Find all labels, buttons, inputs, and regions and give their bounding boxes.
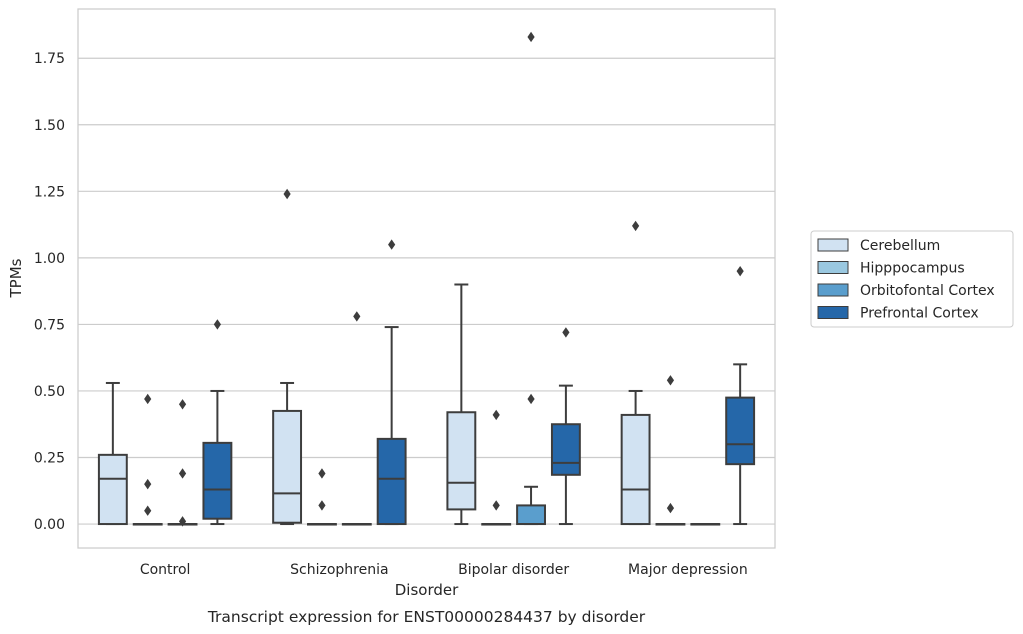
- box-orbitofontal-cortex: [341, 311, 372, 526]
- y-axis-label: TPMs: [7, 258, 25, 298]
- outlier-point: [213, 319, 221, 330]
- outlier-point: [666, 375, 675, 386]
- box-iqr: [97, 453, 128, 526]
- plot-frame: [77, 8, 776, 549]
- x-axis-label: Disorder: [395, 581, 459, 599]
- legend-frame: [810, 230, 1014, 328]
- legend-swatch: [817, 261, 849, 274]
- legend-swatch: [817, 238, 849, 252]
- box-cerebellum: [620, 220, 651, 526]
- box-hipppocampus: [307, 468, 337, 526]
- box-hipppocampus: [481, 409, 512, 526]
- box-iqr: [272, 409, 303, 524]
- y-tick-label: 1.75: [34, 51, 65, 67]
- legend-swatch: [817, 306, 849, 319]
- box-orbitofontal-cortex: [167, 399, 198, 527]
- box-prefrontal-cortex: [376, 239, 407, 526]
- y-tick-label: 0.25: [34, 451, 65, 467]
- y-tick-label: 1.00: [34, 251, 65, 267]
- outlier-point: [736, 265, 744, 277]
- outlier-point: [562, 327, 570, 338]
- y-tick-label: 1.25: [34, 184, 65, 200]
- outlier-point: [178, 399, 187, 410]
- box-prefrontal-cortex: [725, 265, 756, 526]
- box-hipppocampus: [132, 393, 163, 526]
- outlier-point: [178, 516, 187, 527]
- legend-label: Cerebellum: [860, 238, 940, 254]
- outlier-point: [144, 478, 152, 490]
- outlier-point: [144, 505, 152, 516]
- y-tick-label: 0.00: [34, 517, 65, 533]
- legend-label: Prefrontal Cortex: [860, 306, 979, 322]
- outlier-point: [353, 311, 361, 322]
- box-orbitofontal-cortex: [690, 523, 721, 526]
- legend-swatch: [817, 283, 849, 297]
- legend: Cerebellum Hipppocampus Orbitofontal Corte…: [810, 230, 1014, 328]
- box-iqr: [620, 413, 651, 526]
- box-cerebellum: [446, 283, 477, 526]
- outlier-point: [178, 468, 187, 479]
- x-tick-label: Control: [140, 562, 191, 578]
- y-tick-label: 0.75: [34, 317, 65, 333]
- y-tick-label: 0.50: [34, 384, 65, 400]
- x-tick-label: Schizophrenia: [290, 562, 388, 578]
- outlier-point: [318, 468, 326, 479]
- x-tick-labels: Control Schizophrenia Bipolar disorder Majo…: [140, 562, 748, 578]
- box-iqr: [516, 504, 546, 526]
- legend-label: Orbitofontal Cortex: [860, 283, 995, 299]
- boxes-layer: [97, 31, 756, 527]
- outlier-point: [492, 409, 500, 421]
- box-iqr: [202, 441, 233, 520]
- outlier-point: [318, 500, 326, 511]
- outlier-point: [527, 393, 535, 405]
- outlier-point: [632, 220, 640, 232]
- x-tick-label: Major depression: [628, 562, 748, 578]
- box-cerebellum: [97, 381, 128, 526]
- chart-caption: Transcript expression for ENST0000028443…: [207, 608, 646, 626]
- box-orbitofontal-cortex: [516, 31, 546, 526]
- y-gridlines: [78, 57, 775, 525]
- box-prefrontal-cortex: [550, 327, 581, 526]
- box-iqr: [550, 423, 581, 476]
- x-tick-label: Bipolar disorder: [458, 562, 569, 578]
- y-tick-label: 1.50: [34, 118, 65, 134]
- legend-label: Hipppocampus: [860, 261, 965, 277]
- outlier-point: [144, 393, 152, 405]
- box-cerebellum: [272, 188, 303, 526]
- box-iqr: [376, 437, 407, 526]
- outlier-point: [283, 188, 291, 200]
- box-iqr: [725, 396, 756, 466]
- box-hipppocampus: [655, 375, 686, 526]
- outlier-point: [388, 239, 396, 250]
- y-tick-labels: 0.00 0.25 0.50 0.75 1.00 1.25 1.50 1.75: [34, 51, 65, 533]
- outlier-point: [527, 31, 535, 43]
- box-prefrontal-cortex: [202, 319, 233, 526]
- outlier-point: [492, 500, 500, 511]
- box-iqr: [446, 411, 477, 511]
- plot-background: [78, 9, 775, 548]
- outlier-point: [666, 502, 675, 514]
